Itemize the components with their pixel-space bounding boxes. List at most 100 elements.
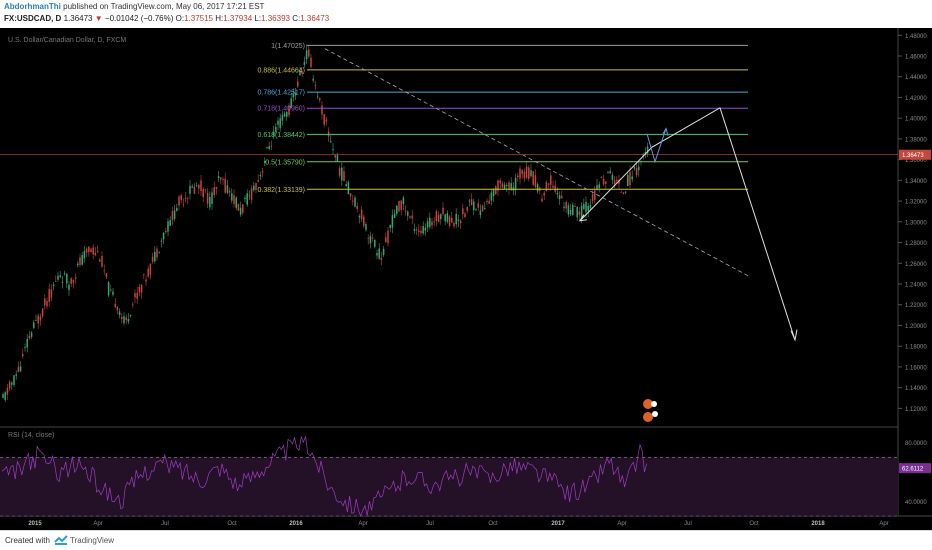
candle-body — [90, 248, 92, 253]
candle-body — [215, 186, 218, 189]
candle-body — [576, 206, 578, 218]
candle-body — [622, 192, 625, 195]
candle-body — [184, 198, 187, 199]
candle-body — [572, 204, 574, 216]
candle-body — [607, 171, 609, 173]
chart-header: AbdorhmanThi published on TradingView.co… — [0, 0, 932, 28]
candle-body — [605, 181, 607, 184]
candle-body — [411, 215, 413, 219]
candle-body — [224, 178, 226, 193]
candle-body — [341, 167, 343, 181]
candle-body — [552, 185, 554, 188]
candle-body — [217, 176, 220, 179]
candle-body — [371, 237, 374, 239]
candle-body — [277, 120, 279, 125]
candle-body — [514, 177, 517, 191]
rsi-band-fill — [0, 457, 898, 516]
candle-body — [8, 381, 11, 389]
candle-body — [429, 217, 431, 227]
candle-body — [2, 394, 4, 398]
candle-body — [213, 187, 215, 196]
candle-body — [444, 214, 446, 222]
candle-body — [101, 256, 103, 267]
symbol: FX:USDCAD, D — [4, 14, 62, 23]
candle-body — [46, 301, 48, 307]
candle-body — [303, 61, 306, 66]
candle-body — [204, 189, 207, 191]
candle-body — [550, 175, 552, 185]
price-tick-label: 1.28000 — [905, 241, 927, 247]
candle-body — [464, 213, 466, 218]
candle-body — [433, 221, 435, 223]
candle-body — [226, 185, 229, 193]
event-marker-icon — [643, 399, 653, 409]
candle-body — [446, 213, 449, 222]
candle-body — [638, 166, 640, 171]
candle-body — [563, 206, 565, 208]
event-marker-icon — [652, 411, 658, 417]
candle-body — [426, 221, 429, 228]
candle-body — [503, 184, 506, 189]
candle-body — [70, 278, 72, 284]
time-tick-label: Oct — [227, 521, 237, 527]
candle-body — [543, 192, 545, 196]
low-value: 1.36393 — [261, 14, 290, 23]
candle-body — [534, 175, 537, 187]
candle-body — [470, 199, 473, 205]
candle-body — [121, 316, 123, 319]
candle-body — [17, 366, 20, 373]
price-tick-label: 1.16000 — [905, 365, 927, 371]
candle-body — [319, 98, 321, 101]
price-tick-label: 1.46000 — [905, 54, 927, 60]
tradingview-logo-icon[interactable] — [54, 535, 68, 546]
candle-body — [627, 174, 629, 186]
fib-level-label: 0.618(1.38442) — [258, 132, 305, 139]
fib-level-label: 0.382(1.33139) — [258, 187, 305, 194]
close-label: C: — [292, 14, 301, 23]
chart-area[interactable]: U.S. Dollar/Canadian Dollar, D, FXCM 1.4… — [0, 28, 932, 530]
candle-body — [321, 105, 323, 115]
candle-body — [466, 207, 468, 211]
candle-body — [611, 174, 614, 180]
candle-body — [147, 268, 149, 277]
price-tick-label: 1.36000 — [905, 158, 927, 164]
candle-body — [294, 92, 297, 96]
candle-body — [629, 171, 631, 186]
price-tick-label: 1.14000 — [905, 386, 927, 392]
candle-body — [127, 319, 130, 322]
candle-body — [191, 186, 193, 188]
tradingview-brand[interactable]: TradingView — [70, 536, 115, 545]
candle-body — [94, 252, 97, 256]
candle-body — [288, 105, 290, 116]
candle-body — [266, 147, 268, 148]
candle-body — [316, 96, 319, 98]
candle-body — [96, 250, 99, 252]
event-marker-icon — [651, 401, 657, 407]
forecast-arrow-icon — [646, 128, 667, 164]
candle-body — [486, 200, 488, 203]
candle-body — [506, 184, 508, 187]
time-tick-label: Oct — [488, 521, 498, 527]
candle-body — [587, 206, 589, 211]
candle-body — [435, 211, 438, 222]
price-chart[interactable]: U.S. Dollar/Canadian Dollar, D, FXCM 1.4… — [0, 28, 932, 530]
candle-body — [347, 182, 350, 195]
candle-body — [591, 194, 594, 201]
candle-body — [211, 192, 213, 204]
candle-body — [473, 201, 475, 211]
price-tick-label: 1.18000 — [905, 345, 927, 351]
candle-body — [290, 98, 292, 108]
price-tick-label: 1.34000 — [905, 179, 927, 185]
candle-body — [222, 178, 224, 180]
fib-level-label: 1(1.47025) — [271, 43, 305, 50]
candle-body — [264, 160, 266, 163]
candle-body — [77, 263, 79, 266]
instrument-label: U.S. Dollar/Canadian Dollar, D, FXCM — [8, 37, 126, 44]
candle-body — [242, 204, 244, 213]
candle-body — [19, 366, 22, 372]
candle-body — [338, 168, 341, 176]
time-tick-label: Apr — [617, 521, 626, 527]
candle-body — [385, 237, 387, 242]
author-name[interactable]: AbdorhmanThi — [4, 2, 61, 11]
candle-body — [352, 200, 354, 202]
